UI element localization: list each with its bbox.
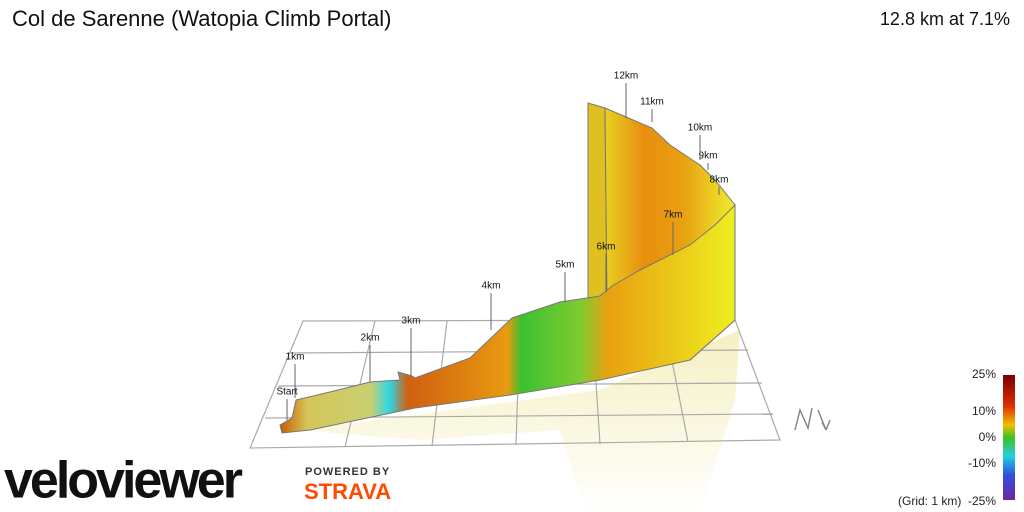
marker-label: 3km [402,316,421,327]
marker-label: 4km [482,281,501,292]
km-markers: Start 1km 2km 3km 4km 5km 6km 7km 8km 9km 10km 11km… [276,71,728,420]
powered-by: POWERED BY [305,466,390,478]
marker-label: 12km [614,71,638,82]
marker-label: 7km [664,210,683,221]
logo: veloviewer [4,452,243,510]
legend-label: 0% [979,430,997,444]
wall [587,102,608,301]
partner-logo: STRAVA [304,479,391,504]
title: Col de Sarenne (Watopia Climb Portal) [12,6,391,31]
gradient-scale [1003,375,1015,500]
legend-label: 10% [972,404,996,418]
marker-label: 9km [699,151,718,162]
summary: 12.8 km at 7.1% [880,9,1010,29]
marker-label: Start [276,387,297,398]
marker-label: 10km [688,123,712,134]
reflection [300,330,740,512]
legend-label: -25% [968,494,996,508]
marker-label: 1km [286,352,305,363]
marker-label: 6km [597,242,616,253]
marker-label: 5km [556,260,575,271]
marker-label: 2km [361,333,380,344]
legend: 25% 10% 0% -10% -25% [968,367,996,508]
legend-label: -10% [968,456,996,470]
marker-label: 8km [710,175,729,186]
marker-label: 11km [640,97,664,108]
grid-note: (Grid: 1 km) [898,494,961,508]
legend-label: 25% [972,367,996,381]
north-arrow [794,407,831,431]
